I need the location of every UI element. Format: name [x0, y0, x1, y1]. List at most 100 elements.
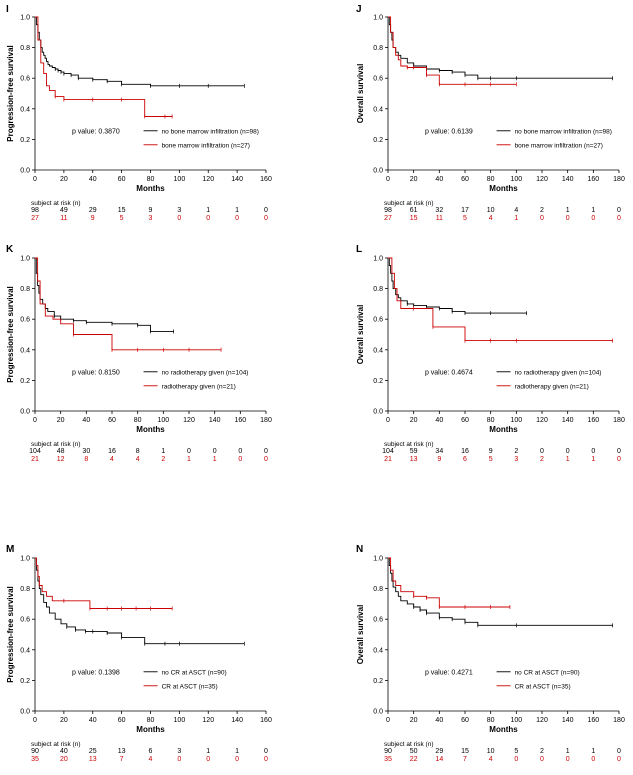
risk-count: 4 — [149, 756, 153, 763]
km-curve-series-0 — [388, 257, 527, 314]
risk-count: 0 — [617, 207, 621, 214]
panel-k: K0.00.20.40.60.81.00 20 40 60 80 100 120 140 160… — [6, 244, 272, 463]
risk-table-title: subject at risk (n) — [31, 200, 81, 207]
km-curve-series-1 — [388, 257, 613, 342]
x-tick-label: 20 — [410, 717, 418, 724]
x-tick-label: 20 — [60, 176, 68, 183]
x-tick-label: 20 — [410, 417, 418, 424]
risk-count: 1 — [566, 456, 570, 463]
risk-count: 4 — [514, 207, 518, 214]
risk-count: 15 — [118, 207, 126, 214]
risk-count: 6 — [463, 456, 467, 463]
y-tick-label: 0.2 — [373, 137, 383, 144]
x-tick-label: 140 — [231, 717, 243, 724]
risk-count: 90 — [31, 748, 39, 755]
x-tick-label: 100 — [174, 176, 186, 183]
risk-count: 0 — [187, 448, 191, 455]
risk-count: 12 — [57, 456, 65, 463]
risk-count: 0 — [235, 756, 239, 763]
legend-label: CR at ASCT (n=35) — [162, 683, 218, 690]
y-tick-label: 1.0 — [373, 256, 383, 263]
x-tick-label: 120 — [536, 176, 548, 183]
panel-n: N0.00.20.40.60.81.00 20 40 60 80 100 120 140 160… — [356, 544, 625, 763]
y-tick-label: 0.8 — [20, 586, 30, 593]
x-axis-label: Months — [489, 725, 518, 734]
x-tick-label: 40 — [89, 717, 97, 724]
risk-count: 3 — [514, 456, 518, 463]
risk-count: 10 — [487, 748, 495, 755]
risk-count: 27 — [384, 215, 392, 222]
x-tick-label: 120 — [183, 417, 195, 424]
risk-count: 35 — [31, 756, 39, 763]
x-tick-label: 20 — [60, 717, 68, 724]
risk-count: 15 — [461, 748, 469, 755]
x-tick-label: 80 — [147, 176, 155, 183]
x-tick-label: 60 — [461, 417, 469, 424]
x-tick-label: 60 — [118, 717, 126, 724]
legend-label: no radiotherapy given (n=104) — [162, 369, 249, 376]
risk-count: 0 — [264, 456, 268, 463]
y-tick-label: 1.0 — [20, 15, 30, 22]
y-tick-label: 0.8 — [20, 45, 30, 52]
x-axis-label: Months — [136, 184, 165, 193]
y-tick-label: 0.0 — [373, 409, 383, 416]
x-tick-label: 120 — [202, 717, 214, 724]
legend-label: bone marrow infiltration (n=27) — [162, 142, 250, 149]
risk-count: 0 — [540, 215, 544, 222]
p-value: p value: 0.8150 — [72, 369, 120, 376]
risk-count: 1 — [514, 215, 518, 222]
x-tick-label: 120 — [202, 176, 214, 183]
risk-count: 4 — [136, 456, 140, 463]
x-tick-label: 160 — [587, 176, 599, 183]
y-tick-label: 0.4 — [373, 347, 383, 354]
risk-count: 0 — [591, 756, 595, 763]
y-tick-label: 1.0 — [373, 556, 383, 563]
risk-table-title: subject at risk (n) — [384, 741, 434, 748]
risk-table-title: subject at risk (n) — [31, 441, 81, 448]
risk-count: 3 — [149, 215, 153, 222]
risk-count: 5 — [463, 215, 467, 222]
x-tick-label: 140 — [562, 717, 574, 724]
x-tick-label: 60 — [461, 176, 469, 183]
risk-count: 5 — [120, 215, 124, 222]
risk-count: 2 — [540, 207, 544, 214]
y-tick-label: 0.4 — [20, 647, 30, 654]
risk-count: 1 — [235, 748, 239, 755]
p-value: p value: 0.4674 — [425, 369, 473, 376]
x-tick-label: 160 — [234, 417, 246, 424]
y-tick-label: 0.2 — [20, 678, 30, 685]
y-tick-label: 0.4 — [20, 106, 30, 113]
risk-count: 35 — [384, 756, 392, 763]
y-tick-label: 1.0 — [373, 15, 383, 22]
km-curve-series-1 — [388, 557, 510, 608]
panel-l: L0.00.20.40.60.81.00 20 40 60 80 100 120 140 160… — [356, 244, 625, 463]
risk-count: 20 — [60, 756, 68, 763]
legend-label: no radiotherapy given (n=104) — [515, 369, 602, 376]
x-axis-label: Months — [489, 425, 518, 434]
risk-count: 7 — [463, 756, 467, 763]
x-tick-label: 100 — [510, 417, 522, 424]
risk-count: 0 — [514, 756, 518, 763]
panel-letter: M — [6, 544, 14, 555]
x-tick-label: 100 — [157, 417, 169, 424]
km-curve-series-0 — [35, 257, 174, 332]
y-axis-label: Overall survival — [356, 305, 365, 365]
x-tick-label: 180 — [613, 717, 625, 724]
km-curve-series-0 — [35, 557, 245, 645]
y-tick-label: 1.0 — [20, 256, 30, 263]
risk-table-title: subject at risk (n) — [384, 441, 434, 448]
x-tick-label: 0 — [33, 717, 37, 724]
x-tick-label: 40 — [435, 176, 443, 183]
risk-count: 4 — [489, 756, 493, 763]
risk-count: 13 — [89, 756, 97, 763]
risk-count: 40 — [60, 748, 68, 755]
y-axis-label: Overall survival — [356, 64, 365, 124]
risk-count: 0 — [264, 215, 268, 222]
risk-count: 1 — [591, 748, 595, 755]
risk-count: 4 — [489, 215, 493, 222]
x-tick-label: 160 — [260, 176, 272, 183]
risk-count: 98 — [384, 207, 392, 214]
x-tick-label: 180 — [613, 417, 625, 424]
legend-label: radiotherapy given (n=21) — [515, 383, 589, 390]
km-curve-series-1 — [388, 16, 517, 85]
